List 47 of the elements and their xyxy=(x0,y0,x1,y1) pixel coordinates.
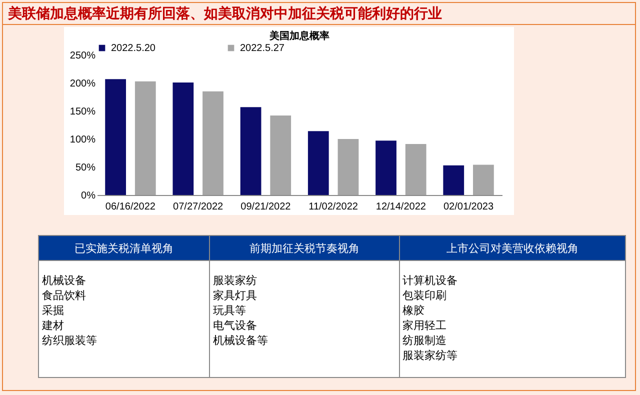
text: 纺服制造 xyxy=(402,333,448,348)
text: 橡胶 xyxy=(402,303,426,318)
y-tick-label: 200% xyxy=(70,78,96,90)
bar xyxy=(443,165,464,195)
text: 服装家纺 xyxy=(213,273,258,288)
text: 玩具等 xyxy=(213,303,248,318)
bar xyxy=(308,131,329,195)
text: 采掘 xyxy=(42,303,65,318)
bar xyxy=(270,115,292,195)
text: 计算机设备 xyxy=(402,273,459,288)
bar xyxy=(405,144,426,195)
x-tick-label: 11/02/2022 xyxy=(308,202,358,212)
bar xyxy=(172,82,194,195)
x-tick-label: 06/16/2022 xyxy=(105,202,156,212)
text: 食品饮料 xyxy=(42,288,87,303)
bar xyxy=(338,139,359,195)
y-tick-label: 250% xyxy=(70,50,96,62)
text: 纺织服装等 xyxy=(42,333,98,348)
text: 家具灯具 xyxy=(213,288,258,303)
text: 包装印刷 xyxy=(402,288,448,303)
x-tick-label: 07/27/2022 xyxy=(173,202,224,212)
legend-label: 2022.5.27 xyxy=(240,43,285,54)
text: 建材 xyxy=(42,318,65,333)
bar xyxy=(240,107,262,195)
text: 前期加征关税节奏视角 xyxy=(210,236,400,260)
text: 已实施关税清单视角 xyxy=(38,236,210,260)
y-tick-label: 100% xyxy=(70,134,96,146)
text: 机械设备等 xyxy=(213,333,270,348)
text: 机械设备 xyxy=(42,273,87,288)
x-tick-label: 02/01/2023 xyxy=(444,202,494,212)
y-tick-label: 50% xyxy=(75,162,96,174)
bar xyxy=(134,81,156,195)
y-tick-label: 0% xyxy=(81,190,96,202)
bar xyxy=(202,91,224,195)
text: 上市公司对美营收依赖视角 xyxy=(399,236,626,260)
x-tick-label: 09/21/2022 xyxy=(240,202,292,212)
x-tick-label: 12/14/2022 xyxy=(376,202,426,212)
chart-subtitle: 美国加息概率 xyxy=(268,30,330,42)
text: 电气设备 xyxy=(213,318,258,333)
text: 服装家纺等 xyxy=(402,348,459,363)
bar xyxy=(376,140,396,195)
text: 家用轻工 xyxy=(402,318,448,333)
chart-title: 美联储加息概率近期有所回落、如美取消对中加征关税可能利好的行业 xyxy=(8,5,442,23)
legend-label: 2022.5.20 xyxy=(111,43,156,54)
y-tick-label: 150% xyxy=(70,106,96,118)
bar xyxy=(105,79,126,195)
bar xyxy=(473,164,494,195)
